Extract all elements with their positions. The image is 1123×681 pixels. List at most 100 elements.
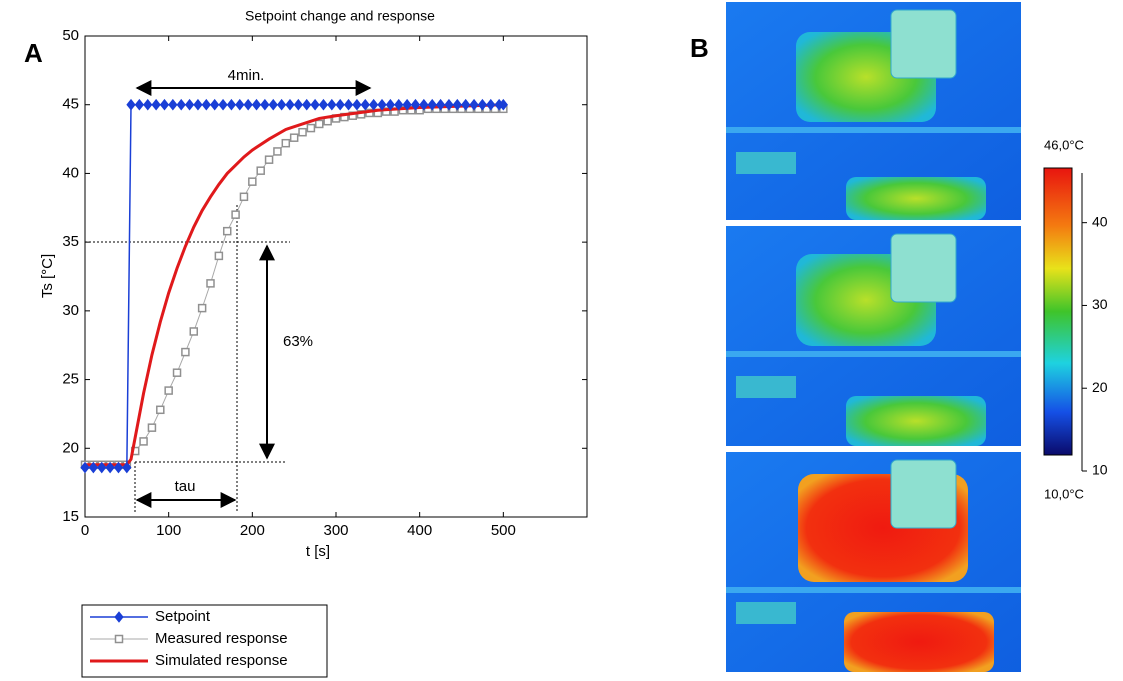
y-tick-label: 30 [62,302,79,319]
marker [427,98,437,111]
chart-title: Setpoint change and response [245,8,435,24]
marker [310,98,320,111]
marker [469,98,479,111]
y-axis-label: Ts [°C] [39,254,56,298]
marker [235,98,245,111]
y-tick-label: 45 [62,96,79,113]
marker [264,155,274,164]
marker [293,98,303,111]
series-line [85,103,504,467]
colorbar-tick-label: 20 [1092,379,1108,395]
annotation: 63% [283,333,313,350]
marker [80,461,90,474]
annotation: tau [175,478,196,495]
marker [231,210,240,219]
plot-frame [84,35,588,518]
annotation: 4min. [228,67,265,84]
marker [260,98,270,111]
marker [285,98,295,111]
x-tick-label: 500 [491,522,516,539]
marker [114,634,124,644]
marker [360,98,370,111]
marker [276,98,287,111]
marker [197,303,207,313]
marker [139,437,148,446]
marker [381,107,391,116]
marker [402,98,412,111]
y-tick-label: 35 [62,233,79,250]
marker [452,98,462,111]
marker [206,279,215,288]
colorbar [1043,167,1073,456]
legend-label: Setpoint [155,608,211,625]
marker [435,98,446,111]
marker [88,461,99,474]
y-tick-label: 20 [62,439,79,456]
marker [164,386,173,395]
marker [97,461,107,474]
marker [151,98,161,111]
marker [327,98,337,111]
marker [181,347,190,357]
marker [143,98,153,111]
marker [159,98,170,111]
marker [289,133,299,142]
marker [352,98,362,111]
marker [343,98,354,111]
marker [256,166,265,175]
marker [298,127,307,137]
marker [318,98,329,111]
y-tick-label: 50 [62,27,79,44]
marker [248,177,257,186]
marker [461,98,471,111]
marker [134,98,145,111]
marker [251,98,262,111]
colorbar-max-label: 46,0°C [1044,137,1084,152]
legend-label: Simulated response [155,652,288,669]
legend-label: Measured response [155,630,288,647]
marker [122,461,132,474]
marker [210,98,220,111]
marker [176,98,186,111]
marker [243,98,253,111]
marker [444,98,454,111]
colorbar-tick-label: 30 [1092,296,1108,312]
marker [168,98,178,111]
marker [193,98,203,111]
y-tick-label: 25 [62,371,79,388]
marker [477,98,488,111]
x-axis-label: t [s] [306,543,330,560]
marker [281,138,291,148]
panel-label: B [690,33,709,63]
marker [147,423,157,432]
panel-label: A [24,38,43,68]
colorbar-tick-label: 40 [1092,213,1108,229]
marker [394,98,404,111]
marker [377,98,387,111]
marker [410,98,421,111]
marker [419,98,429,111]
marker [369,98,379,111]
marker [214,251,224,261]
marker [486,98,496,111]
y-tick-label: 40 [62,164,79,181]
marker [126,98,136,111]
marker [273,147,282,156]
x-tick-label: 400 [407,522,432,539]
x-tick-label: 200 [240,522,265,539]
x-tick-label: 100 [156,522,181,539]
marker [268,98,278,111]
marker [498,98,508,111]
marker [306,123,316,133]
annotation-lines [85,80,372,513]
x-tick-label: 0 [81,522,89,539]
marker [315,119,324,129]
marker [189,327,199,336]
colorbar-min-label: 10,0°C [1044,486,1084,501]
marker [172,368,182,377]
series-line [85,103,504,469]
marker [239,192,249,202]
marker [226,98,237,111]
